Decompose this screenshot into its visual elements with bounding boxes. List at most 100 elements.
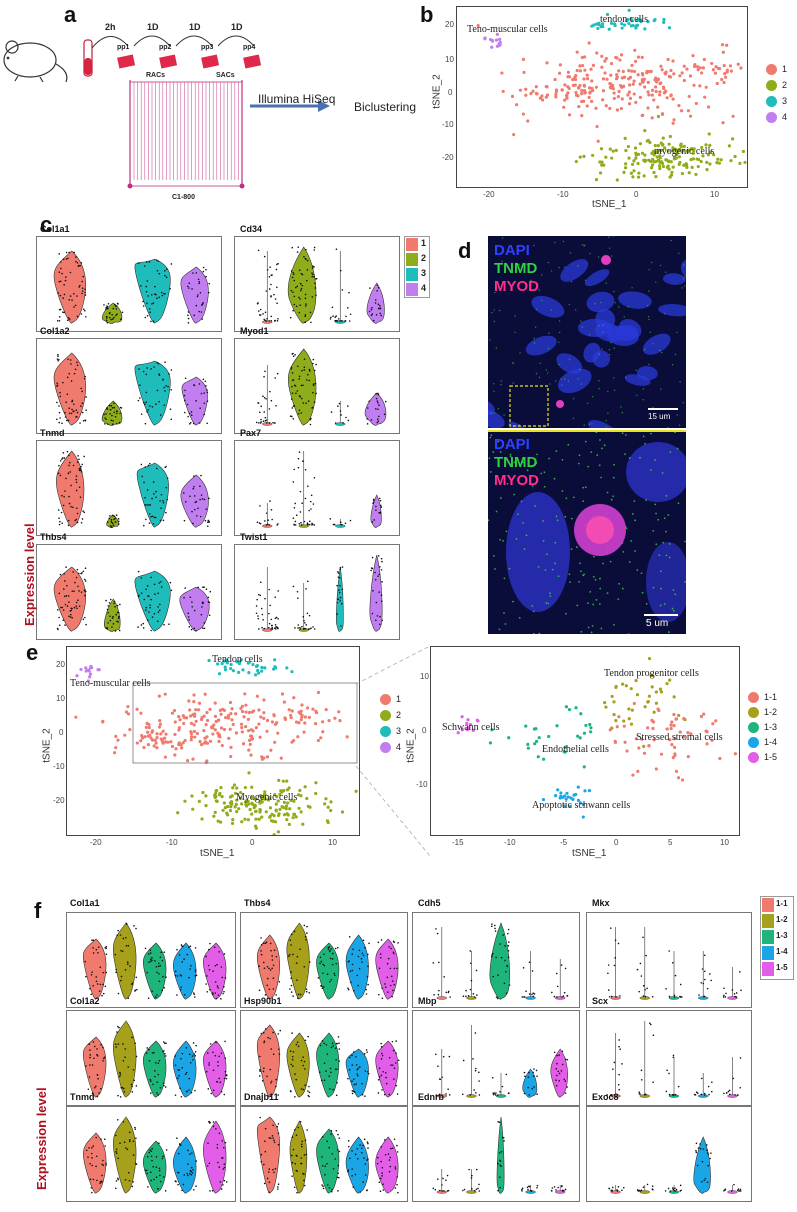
c-violin-plot-left-1-violin-4 bbox=[180, 266, 211, 324]
c-violin-plot-right-3-violin-2 bbox=[292, 451, 316, 528]
f-violin-plot-col1-1-violin-2 bbox=[112, 922, 138, 1000]
c-violin-plot-left-2-svg bbox=[53, 352, 209, 426]
f-gene-mkx: Mkx bbox=[592, 898, 610, 908]
f-violin-plot-col4-1 bbox=[586, 912, 752, 1008]
e-left-xtick-4: 10 bbox=[328, 838, 337, 847]
f-violin-plot-col2-3-violin-3 bbox=[316, 1128, 341, 1194]
f-gene-cdh5: Cdh5 bbox=[418, 898, 441, 908]
f-violin-plot-col3-3-svg bbox=[432, 1116, 567, 1194]
f-violin-plot-col3-3-violin-5 bbox=[550, 1184, 567, 1194]
panel-b-tsne-plot bbox=[456, 6, 748, 188]
c-violin-plot-right-1-violin-3 bbox=[329, 248, 352, 324]
c-violin-plot-left-4-violin-2 bbox=[104, 598, 121, 632]
c-violin-plot-right-3-svg bbox=[256, 451, 383, 528]
c-violin-plot-left-2-violin-2 bbox=[101, 400, 123, 426]
f-legend-swatch-3 bbox=[762, 930, 774, 944]
passage-pp1: pp1 bbox=[117, 44, 130, 51]
c-violin-plot-left-3-violin-3 bbox=[136, 462, 169, 528]
b-ytick-2: 10 bbox=[445, 55, 454, 64]
f-violin-plot-col4-1-violin-1 bbox=[607, 927, 621, 1000]
f-violin-plot-col4-2-violin-5 bbox=[723, 1057, 742, 1098]
scale-bar-top bbox=[648, 408, 678, 410]
f-violin-plot-col2-2-violin-4 bbox=[345, 1048, 370, 1098]
f-violin-plot-col4-3-violin-5 bbox=[723, 1183, 742, 1194]
e-right-ytick-1: 10 bbox=[420, 672, 429, 681]
c-legend-swatch-3 bbox=[406, 268, 418, 281]
f-gene-col1a2: Col1a2 bbox=[70, 996, 100, 1006]
f-violin-plot-col1-3-violin-1 bbox=[82, 1132, 107, 1194]
f-violin-plot-col3-1-svg bbox=[432, 922, 569, 1000]
b-ytick-4: -10 bbox=[442, 120, 454, 129]
e-right-legend-swatch-2 bbox=[748, 707, 759, 718]
panel-e-right-scatter bbox=[456, 647, 738, 819]
c-gene-pax7: Pax7 bbox=[240, 428, 262, 438]
e-left-ytick-4: -10 bbox=[53, 762, 65, 771]
f-violin-plot-col2-3-violin-4 bbox=[345, 1136, 369, 1194]
c-violin-plot-left-4 bbox=[36, 544, 222, 640]
micrograph-zoom: DAPI TNMD MYOD 5 um bbox=[488, 430, 686, 634]
f-violin-plot-col2-1-violin-3 bbox=[316, 942, 340, 1000]
f-violin-plot-col3-1-violin-2 bbox=[462, 950, 478, 1000]
e-left-cluster-2 bbox=[176, 771, 358, 835]
b-xtick-4: 10 bbox=[710, 190, 719, 199]
b-annot-tendon: tendon cells bbox=[600, 14, 649, 25]
f-violin-plot-col2-3-violin-1 bbox=[256, 1116, 281, 1194]
e-annot-endothelial: Endothelial cells bbox=[542, 744, 609, 755]
e-left-legend-swatch-1 bbox=[380, 694, 391, 705]
racs-label: RACs bbox=[146, 72, 166, 79]
e-left-xtick-3: 0 bbox=[250, 838, 255, 847]
c-gene-cd34: Cd34 bbox=[240, 224, 263, 234]
e-left-legend-label-4: 4 bbox=[396, 742, 402, 752]
c-violin-plot-right-1-violin-2 bbox=[287, 246, 318, 324]
scale-bar-top-label: 15 um bbox=[648, 412, 671, 421]
f-violin-plot-col2-3 bbox=[240, 1106, 408, 1202]
e-left-xlabel: tSNE_1 bbox=[200, 848, 235, 859]
c-gene-col1a2: Col1a2 bbox=[40, 326, 70, 336]
f-violin-plot-col3-3 bbox=[412, 1106, 580, 1202]
c-violin-plot-right-3-violin-1 bbox=[256, 500, 279, 528]
e-left-ylabel: tSNE_2 bbox=[41, 728, 53, 763]
step-1d-c: 1D bbox=[231, 22, 243, 32]
method-label: Biclustering bbox=[354, 100, 417, 114]
f-violin-plot-col3-3-violin-3 bbox=[496, 1116, 505, 1194]
c-violin-plot-right-4 bbox=[234, 544, 400, 640]
panel-b-scatter bbox=[476, 8, 747, 182]
e-annot-apoptotic-schwann: Apoptotic schwann cells bbox=[532, 800, 631, 811]
f-violin-plot-col4-3-violin-1 bbox=[608, 1185, 625, 1194]
b-legend-label-1: 1 bbox=[782, 64, 788, 74]
b-xlabel: tSNE_1 bbox=[592, 199, 627, 210]
f-violin-plot-col3-1-violin-4 bbox=[521, 951, 536, 1000]
c-violin-plot-left-1-svg bbox=[53, 250, 211, 324]
f-legend-swatch-5 bbox=[762, 962, 774, 976]
c-violin-plot-left-3-violin-2 bbox=[106, 514, 120, 529]
chip-label: C1-800 bbox=[172, 194, 195, 201]
f-violin-plot-col3-3-violin-2 bbox=[462, 1168, 481, 1194]
f-violin-plot-col4-2-svg bbox=[606, 1021, 742, 1098]
stain-myod-top: MYOD bbox=[494, 278, 539, 295]
e-right-legend-label-5: 1-5 bbox=[764, 752, 778, 762]
f-legend-label-5: 1-5 bbox=[776, 963, 788, 972]
step-1d-b: 1D bbox=[189, 22, 201, 32]
e-left-ytick-3: 0 bbox=[59, 728, 64, 737]
f-legend-label-4: 1-4 bbox=[776, 947, 788, 956]
e-left-legend-label-2: 2 bbox=[396, 710, 402, 720]
f-violin-plot-col3-2-violin-2 bbox=[461, 1025, 481, 1098]
f-violin-plot-col4-3-violin-2 bbox=[636, 1183, 654, 1194]
f-violin-plot-col3-1-violin-1 bbox=[432, 927, 451, 1000]
e-left-cluster-3 bbox=[207, 658, 294, 677]
c-violin-plot-right-4-violin-4 bbox=[369, 554, 384, 632]
e-left-xtick-1: -20 bbox=[90, 838, 102, 847]
c-violin-plot-right-4-violin-3 bbox=[336, 566, 344, 632]
f-violin-plot-col1-2-violin-1 bbox=[82, 1036, 107, 1098]
c-gene-twist1: Twist1 bbox=[240, 532, 268, 542]
f-violin-plot-col4-1-svg bbox=[607, 927, 742, 1000]
f-violin-plot-col2-2-violin-2 bbox=[286, 1032, 311, 1098]
f-violin-plot-col1-1-violin-5 bbox=[202, 942, 227, 1000]
f-violin-plot-col4-3-violin-3 bbox=[664, 1184, 682, 1194]
c-violin-plot-left-2-violin-3 bbox=[134, 360, 173, 426]
f-gene-exoc8: Exoc8 bbox=[592, 1092, 619, 1102]
e-left-zoom-box bbox=[132, 682, 358, 764]
c-violin-plot-left-4-violin-4 bbox=[179, 586, 212, 632]
f-legend-frame bbox=[760, 896, 794, 980]
f-violin-plot-col2-1 bbox=[240, 912, 408, 1008]
